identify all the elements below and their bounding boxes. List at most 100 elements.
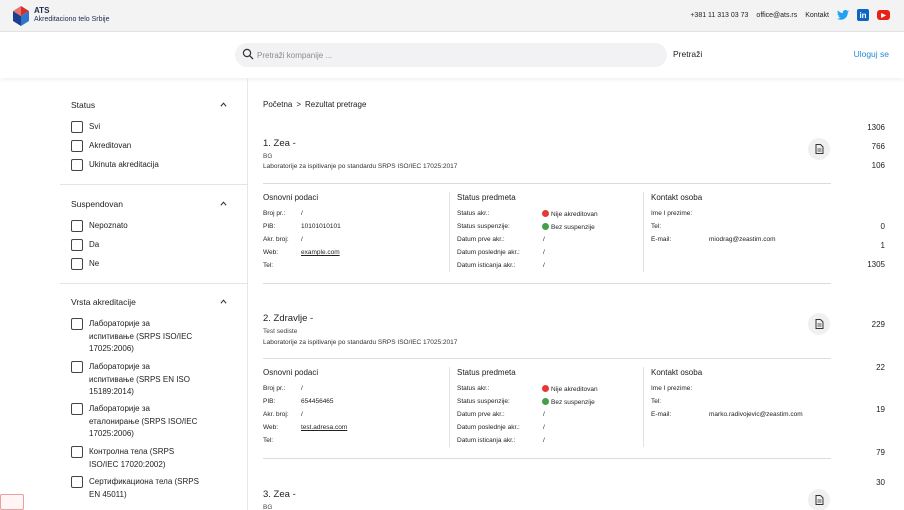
checkbox-susp-ne[interactable] xyxy=(71,258,83,270)
option-label: Лабораторије за испитивање (SRPS ISO/IEC 1… xyxy=(89,319,193,353)
breadcrumb-separator: > xyxy=(296,100,302,109)
label-first-date: Datum prve akr.: xyxy=(457,236,505,243)
facet-title-status: Status xyxy=(71,100,96,110)
option-label: Ne xyxy=(89,259,100,268)
checkbox-status-akreditovan[interactable] xyxy=(71,140,83,152)
checkbox-susp-nepoznato[interactable] xyxy=(71,220,83,232)
checkbox-vrsta-4[interactable] xyxy=(71,446,83,458)
search-button[interactable]: Pretraži xyxy=(673,49,703,59)
document-icon xyxy=(815,144,823,154)
checkbox-status-svi[interactable] xyxy=(71,121,83,133)
document-button[interactable] xyxy=(808,138,830,160)
login-link[interactable]: Uloguj se xyxy=(853,49,889,59)
label-reg-no: Broj pr.: xyxy=(263,385,286,392)
value-accr-no: / xyxy=(301,236,303,243)
column-title-basic: Osnovni podaci xyxy=(263,368,319,377)
label-status-akr: Status akr.: xyxy=(457,210,490,217)
facet-title-vrsta: Vrsta akreditacije xyxy=(71,297,136,307)
status-red-icon xyxy=(542,210,549,217)
option-label: Лабораторије за еталонирање (SRPS ISO/IEC… xyxy=(89,404,198,438)
value-status-susp: Bez suspenzije xyxy=(542,223,595,231)
document-button[interactable] xyxy=(808,489,830,510)
value-status-akr: Nije akreditovan xyxy=(542,385,598,393)
result-title[interactable]: 1. Zea - xyxy=(263,138,296,149)
checkbox-vrsta-5[interactable] xyxy=(71,476,83,488)
chevron-up-icon[interactable] xyxy=(220,200,227,207)
column-title-status: Status predmeta xyxy=(457,193,516,202)
option-count: 229 xyxy=(871,320,885,329)
document-button[interactable] xyxy=(808,313,830,335)
label-contact-email: E-mail: xyxy=(651,411,672,418)
corner-widget[interactable] xyxy=(0,494,24,510)
checkbox-vrsta-2[interactable] xyxy=(71,361,83,373)
phone-link[interactable]: +381 11 313 03 73 xyxy=(690,11,749,19)
web-link[interactable]: test.adresa.com xyxy=(301,424,348,431)
value-contact-email[interactable]: marko.radivojevic@zeastim.com xyxy=(709,411,803,418)
result-title[interactable]: 3. Zea - xyxy=(263,489,296,500)
label-accr-no: Akr. broj: xyxy=(263,236,289,243)
facet-title-suspendovan: Suspendovan xyxy=(71,199,123,209)
option-count: 30 xyxy=(876,478,885,487)
value-pib: 10101010101 xyxy=(301,223,341,230)
label-web: Web: xyxy=(263,249,279,256)
value-reg-no: / xyxy=(301,210,303,217)
checkbox-vrsta-3[interactable] xyxy=(71,403,83,415)
option-count: 79 xyxy=(876,448,885,457)
option-label: Лабораторије за испитивање (SRPS EN ISO 15… xyxy=(89,362,190,396)
column-divider xyxy=(643,367,644,447)
contact-link[interactable]: Kontakt xyxy=(805,11,829,19)
divider xyxy=(263,183,831,184)
breadcrumb: Početna > Rezultat pretrage xyxy=(263,100,366,109)
value-first-date: / xyxy=(543,411,545,418)
email-link[interactable]: office@ats.rs xyxy=(756,11,798,19)
chevron-up-icon[interactable] xyxy=(220,101,227,108)
value-last-date: / xyxy=(543,424,545,431)
filter-sidebar xyxy=(0,78,248,510)
option-label: Da xyxy=(89,240,100,249)
label-last-date: Datum poslednje akr.: xyxy=(457,424,520,431)
divider xyxy=(263,458,831,459)
value-contact-email[interactable]: miodrag@zeastim.com xyxy=(709,236,776,243)
web-link[interactable]: example.com xyxy=(301,249,340,256)
chevron-up-icon[interactable] xyxy=(220,298,227,305)
status-green-icon xyxy=(542,223,549,230)
label-contact-name: Ime I prezime: xyxy=(651,210,693,217)
search-input[interactable] xyxy=(257,45,657,65)
breadcrumb-current: Rezultat pretrage xyxy=(305,100,367,109)
breadcrumb-home[interactable]: Početna xyxy=(263,100,293,109)
status-red-icon xyxy=(542,385,549,392)
option-count: 1305 xyxy=(867,260,885,269)
label-last-date: Datum poslednje akr.: xyxy=(457,249,520,256)
value-pib: 654456465 xyxy=(301,398,334,405)
result-standard: Laboratorije za ispitivanje po standardu… xyxy=(263,163,458,170)
divider xyxy=(263,283,831,284)
status-green-icon xyxy=(542,398,549,405)
label-web: Web: xyxy=(263,424,279,431)
option-count: 106 xyxy=(871,161,885,170)
value-status-susp: Bez suspenzije xyxy=(542,398,595,406)
linkedin-icon[interactable]: in xyxy=(857,9,869,21)
value-last-date: / xyxy=(543,249,545,256)
label-contact-tel: Tel: xyxy=(651,398,662,405)
label-pib: PIB: xyxy=(263,223,276,230)
facet-divider xyxy=(60,283,248,284)
checkbox-vrsta-1[interactable] xyxy=(71,318,83,330)
label-accr-no: Akr. broj: xyxy=(263,411,289,418)
label-contact-tel: Tel: xyxy=(651,223,662,230)
label-status-akr: Status akr.: xyxy=(457,385,490,392)
youtube-icon[interactable]: ▶ xyxy=(877,10,890,20)
result-title[interactable]: 2. Zdravlje - xyxy=(263,313,314,324)
checkbox-status-ukinuta[interactable] xyxy=(71,159,83,171)
column-divider xyxy=(643,192,644,272)
option-count: 19 xyxy=(876,405,885,414)
search-row: Pretraži Uloguj se xyxy=(0,32,904,78)
document-icon xyxy=(815,495,823,505)
label-status-susp: Status suspenzije: xyxy=(457,398,510,405)
value-first-date: / xyxy=(543,236,545,243)
option-label: Контролна тела (SRPS ISO/IEC 17020:2002) xyxy=(89,447,175,469)
ats-logo-icon[interactable] xyxy=(12,5,30,27)
checkbox-susp-da[interactable] xyxy=(71,239,83,251)
search-icon xyxy=(242,48,254,60)
value-status-akr: Nije akreditovan xyxy=(542,210,598,218)
twitter-icon[interactable] xyxy=(837,9,849,21)
